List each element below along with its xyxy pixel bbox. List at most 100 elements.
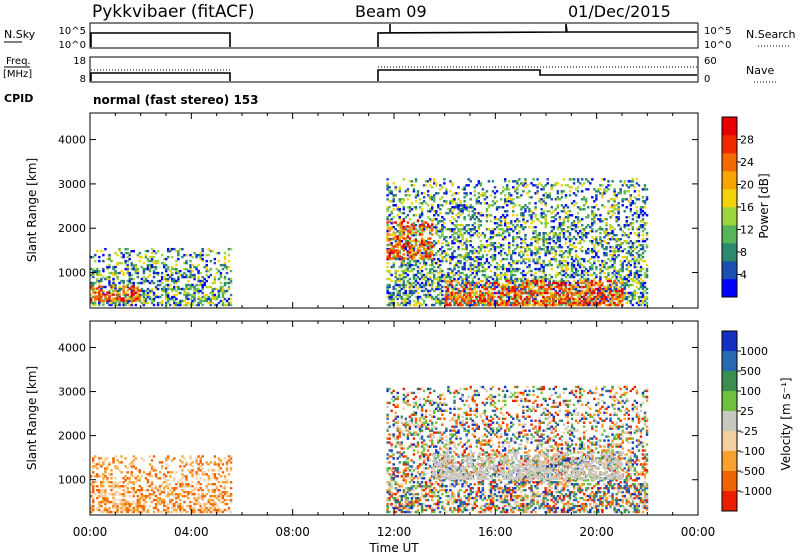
data-cell [540, 293, 543, 297]
data-cell [201, 247, 204, 251]
data-cell [477, 228, 481, 231]
data-cell [508, 277, 511, 281]
data-cell [483, 287, 486, 291]
data-cell [598, 287, 602, 291]
data-cell [433, 182, 436, 185]
data-cell [643, 239, 647, 243]
data-cell [404, 237, 408, 240]
data-cell [570, 267, 574, 271]
data-cell [453, 230, 456, 233]
data-cell [544, 196, 547, 199]
data-cell [426, 283, 430, 287]
data-cell [447, 228, 450, 231]
data-cell [416, 247, 420, 250]
data-cell [505, 301, 508, 305]
data-cell [446, 287, 450, 291]
data-cell [594, 303, 598, 307]
data-cell [570, 222, 574, 225]
data-cell [402, 212, 406, 215]
data-cell [493, 245, 497, 249]
data-cell [532, 259, 535, 263]
data-cell [503, 277, 507, 281]
data-cell [542, 247, 545, 251]
data-cell [460, 289, 464, 293]
data-cell [136, 291, 140, 295]
data-cell [185, 301, 188, 305]
data-cell [471, 263, 474, 267]
data-cell [481, 265, 485, 269]
data-cell [538, 269, 541, 273]
data-cell [390, 247, 393, 250]
data-cell [185, 291, 188, 295]
data-cell [406, 257, 410, 261]
data-cell [400, 257, 404, 260]
data-cell [585, 231, 588, 235]
data-cell [501, 214, 505, 217]
data-cell [396, 253, 399, 256]
data-cell [524, 277, 527, 281]
data-cell [619, 237, 622, 241]
data-cell [164, 273, 168, 277]
data-cell [437, 222, 440, 225]
data-cell [120, 269, 123, 273]
data-cell [475, 285, 478, 289]
data-cell [189, 259, 192, 263]
data-cell [558, 289, 562, 293]
data-cell [633, 295, 637, 299]
data-cell [609, 210, 612, 213]
data-cell [514, 204, 517, 207]
data-cell [211, 291, 215, 295]
data-cell [631, 184, 635, 187]
data-cell [164, 291, 168, 295]
data-cell [441, 241, 444, 245]
data-cell [120, 492, 123, 496]
data-cell [388, 253, 391, 256]
data-cell [543, 283, 547, 287]
data-cell [207, 297, 210, 301]
data-cell [422, 273, 426, 277]
data-cell [201, 259, 204, 263]
data-cell [398, 289, 401, 293]
data-cell [108, 279, 111, 283]
data-cell [620, 281, 624, 285]
data-cell [607, 287, 610, 291]
data-cell [601, 293, 604, 297]
data-cell [144, 289, 148, 293]
data-cell [426, 277, 430, 281]
data-cell [574, 216, 578, 219]
data-cell [223, 261, 227, 265]
data-cell [562, 251, 566, 255]
data-cell [617, 212, 620, 215]
data-cell [463, 204, 466, 207]
data-cell [223, 303, 227, 307]
data-cell [90, 287, 93, 290]
data-cell [629, 184, 633, 187]
data-cell [491, 180, 495, 183]
data-cell [609, 297, 612, 301]
data-cell [645, 188, 649, 191]
data-cell [534, 271, 537, 275]
data-cell [96, 488, 99, 492]
data-cell [439, 253, 442, 257]
data-cell [455, 261, 458, 265]
data-cell [489, 281, 492, 285]
data-cell [499, 228, 503, 231]
data-cell [600, 291, 604, 295]
data-cell [98, 291, 101, 294]
data-cell [426, 243, 430, 246]
data-cell [491, 235, 495, 239]
data-cell [402, 218, 406, 221]
data-cell [217, 277, 221, 281]
data-cell [542, 283, 545, 287]
data-cell [441, 293, 444, 297]
data-cell [477, 231, 481, 235]
data-cell [437, 279, 440, 283]
data-cell [641, 220, 645, 223]
data-cell [512, 251, 515, 255]
data-cell [593, 303, 596, 307]
data-cell [428, 184, 432, 187]
data-cell [164, 257, 168, 261]
data-cell [603, 253, 606, 257]
data-cell [568, 237, 572, 241]
data-cell [388, 277, 391, 281]
